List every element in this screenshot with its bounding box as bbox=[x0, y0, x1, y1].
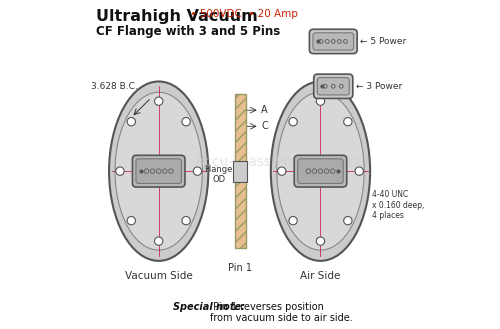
Text: 4-40 UNC
x 0.160 deep,
4 places: 4-40 UNC x 0.160 deep, 4 places bbox=[372, 190, 424, 220]
Text: Special note:: Special note: bbox=[173, 302, 245, 312]
Circle shape bbox=[355, 167, 364, 175]
FancyBboxPatch shape bbox=[310, 29, 357, 54]
Text: Flange
OD: Flange OD bbox=[204, 165, 233, 184]
Text: ← 5 Power: ← 5 Power bbox=[360, 37, 406, 46]
Circle shape bbox=[289, 216, 298, 225]
Text: CF Flange with 3 and 5 Pins: CF Flange with 3 and 5 Pins bbox=[96, 25, 280, 38]
Text: Air Side: Air Side bbox=[300, 271, 341, 281]
Circle shape bbox=[116, 167, 124, 175]
Circle shape bbox=[194, 167, 202, 175]
Ellipse shape bbox=[115, 92, 202, 250]
Circle shape bbox=[289, 117, 298, 126]
Text: Accu-Glass Products, Inc.: Accu-Glass Products, Inc. bbox=[195, 155, 369, 168]
Text: C: C bbox=[261, 121, 268, 131]
Text: Ultrahigh Vacuum: Ultrahigh Vacuum bbox=[96, 10, 258, 24]
Bar bbox=[234, 161, 247, 182]
Text: Pin 1: Pin 1 bbox=[228, 263, 252, 273]
Circle shape bbox=[154, 97, 163, 105]
Text: • 500VDC  • 20 Amp: • 500VDC • 20 Amp bbox=[184, 10, 298, 19]
Circle shape bbox=[344, 216, 352, 225]
Text: Vacuum Side: Vacuum Side bbox=[125, 271, 192, 281]
Circle shape bbox=[154, 237, 163, 245]
FancyBboxPatch shape bbox=[298, 159, 343, 184]
Bar bbox=[236, 94, 246, 248]
Circle shape bbox=[182, 117, 190, 126]
Ellipse shape bbox=[109, 82, 208, 261]
FancyBboxPatch shape bbox=[132, 155, 185, 187]
Circle shape bbox=[316, 237, 324, 245]
Text: A: A bbox=[261, 105, 268, 115]
Ellipse shape bbox=[277, 92, 364, 250]
Circle shape bbox=[127, 216, 136, 225]
FancyBboxPatch shape bbox=[136, 159, 182, 184]
Text: 3.628 B.C.: 3.628 B.C. bbox=[92, 82, 138, 91]
FancyBboxPatch shape bbox=[314, 74, 353, 98]
Ellipse shape bbox=[271, 82, 370, 261]
Circle shape bbox=[182, 216, 190, 225]
Text: ← 3 Power: ← 3 Power bbox=[356, 82, 403, 91]
FancyBboxPatch shape bbox=[294, 155, 346, 187]
Text: Pin 1 reverses position
from vacuum side to air side.: Pin 1 reverses position from vacuum side… bbox=[210, 302, 352, 323]
Circle shape bbox=[344, 117, 352, 126]
Circle shape bbox=[278, 167, 286, 175]
FancyBboxPatch shape bbox=[318, 78, 350, 95]
Circle shape bbox=[127, 117, 136, 126]
FancyBboxPatch shape bbox=[313, 33, 354, 50]
Circle shape bbox=[316, 97, 324, 105]
